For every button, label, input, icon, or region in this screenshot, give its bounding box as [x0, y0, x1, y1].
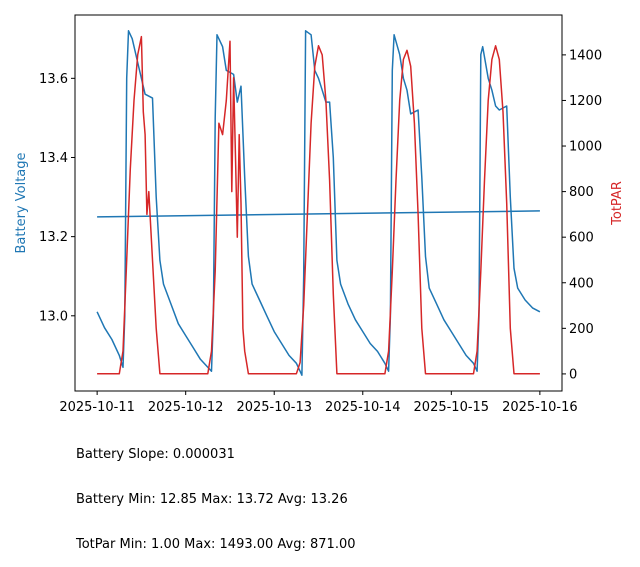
totpar-range-text: TotPar Min: 1.00 Max: 1493.00 Avg: 871.0…	[76, 537, 356, 552]
summary-stats: Battery Slope: 0.000031 Battery Min: 12.…	[76, 417, 356, 567]
series-line-0	[96, 30, 541, 376]
right-y-axis: 0 200 400 600 800 1000 1200 1400	[562, 48, 602, 382]
right-tick-label-4: 800	[569, 185, 594, 200]
right-tick-label-1: 200	[569, 322, 594, 337]
right-tick-label-3: 600	[569, 231, 594, 246]
x-tick-label-1: 2025-10-12	[148, 400, 224, 415]
plot-frame	[74, 14, 563, 392]
battery-slope-text: Battery Slope: 0.000031	[76, 447, 235, 462]
right-axis-title: TotPAR	[610, 181, 625, 226]
left-tick-label-0: 13.0	[39, 309, 68, 324]
series-line-2	[97, 35, 540, 375]
x-tick-label-5: 2025-10-16	[502, 400, 578, 415]
battery-range-text: Battery Min: 12.85 Max: 13.72 Avg: 13.26	[76, 492, 348, 507]
right-tick-label-6: 1200	[569, 94, 602, 109]
series-line-1	[97, 210, 540, 218]
left-axis-title: Battery Voltage	[14, 152, 29, 253]
x-tick-label-4: 2025-10-15	[414, 400, 490, 415]
right-tick-label-0: 0	[569, 367, 577, 382]
left-tick-label-3: 13.6	[39, 72, 68, 87]
right-tick-label-7: 1400	[569, 48, 602, 63]
x-tick-label-2: 2025-10-13	[236, 400, 312, 415]
x-axis: 2025-10-11 2025-10-12 2025-10-13 2025-10-14…	[59, 391, 578, 415]
x-tick-label-0: 2025-10-11	[59, 400, 135, 415]
dual-axis-line-chart: 2025-10-11 2025-10-12 2025-10-13 2025-10-14…	[14, 14, 625, 415]
series-layer	[96, 30, 541, 376]
left-tick-label-2: 13.4	[39, 151, 68, 166]
right-tick-label-5: 1000	[569, 140, 602, 155]
left-y-axis: 13.0 13.2 13.4 13.6	[39, 72, 75, 324]
right-tick-label-2: 400	[569, 276, 594, 291]
x-tick-label-3: 2025-10-14	[325, 400, 401, 415]
left-tick-label-1: 13.2	[39, 230, 68, 245]
